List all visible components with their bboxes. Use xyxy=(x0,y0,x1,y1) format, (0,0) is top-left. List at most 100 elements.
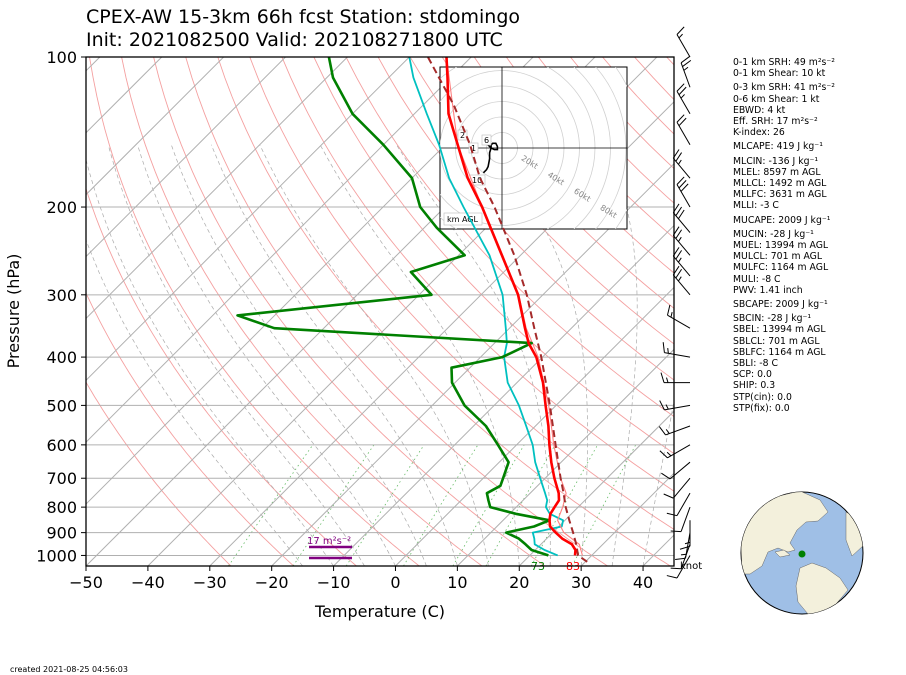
hodograph-height-box xyxy=(457,129,468,141)
dry-adiabat xyxy=(121,57,483,566)
x-tick-label: −40 xyxy=(131,573,165,592)
hodograph-height-label: 6 xyxy=(484,136,489,145)
isotherm xyxy=(518,410,674,566)
mixing-ratio-line xyxy=(571,444,637,566)
index-line: MLEL: 8597 m AGL xyxy=(733,166,821,178)
dry-adiabat xyxy=(473,57,674,274)
y-tick-label: 500 xyxy=(46,396,77,415)
y-tick-label: 400 xyxy=(46,348,77,367)
index-line: SBCAPE: 2009 J kg⁻¹ xyxy=(733,299,828,311)
dry-adiabat xyxy=(377,57,674,381)
y-tick-label: 300 xyxy=(46,286,77,305)
hodograph-height-label: 2 xyxy=(460,131,465,140)
dry-adiabat xyxy=(185,57,608,566)
y-tick-label: 900 xyxy=(46,524,77,543)
isotherm xyxy=(86,57,348,320)
mixing-ratio-line xyxy=(403,444,479,566)
station-locator-globe xyxy=(740,491,864,615)
dry-adiabat xyxy=(153,57,545,566)
wind-barb xyxy=(679,520,691,550)
x-tick-label: 40 xyxy=(633,573,653,592)
wind-barb xyxy=(666,555,691,579)
wind-barb xyxy=(676,176,691,208)
x-tick-label: −20 xyxy=(255,573,289,592)
index-line: MLCAPE: 419 J kg⁻¹ xyxy=(733,141,823,153)
isotherm xyxy=(86,57,224,196)
index-line: SBCIN: -28 J kg⁻¹ xyxy=(733,313,812,325)
moist-adiabat xyxy=(107,144,365,566)
parcel-profile xyxy=(427,57,588,563)
wind-barb xyxy=(660,372,690,384)
index-line: MUCIN: -28 J kg⁻¹ xyxy=(733,228,814,240)
dry-adiabat xyxy=(281,57,674,492)
hodograph-height-box xyxy=(481,134,492,146)
chart-title-line2: Init: 2021082500 Valid: 202108271800 UTC xyxy=(86,29,503,51)
mixing-ratio-line xyxy=(452,444,525,566)
index-line: MLLCL: 1492 m AGL xyxy=(733,178,827,190)
x-tick-label: −10 xyxy=(317,573,351,592)
x-tick-label: −50 xyxy=(69,573,103,592)
wind-barb xyxy=(676,83,691,115)
index-line: SBEL: 13994 m AGL xyxy=(733,324,826,336)
dewpoint-profile xyxy=(236,57,551,557)
chart-title-line1: CPEX-AW 15-3km 66h fcst Station: stdomin… xyxy=(86,6,520,28)
isotherm xyxy=(86,57,410,382)
globe-land xyxy=(741,492,863,614)
wind-barb xyxy=(663,477,691,499)
index-line: EBWD: 4 kt xyxy=(733,104,786,116)
hodograph-height-box xyxy=(468,142,479,154)
wind-barb xyxy=(672,265,691,296)
dry-adiabat xyxy=(441,57,674,309)
index-line: 0-1 km SRH: 49 m²s⁻² xyxy=(733,57,836,68)
y-tick-label: 200 xyxy=(46,198,77,217)
dry-adiabat xyxy=(409,57,674,345)
hodograph-height-label: 1 xyxy=(471,144,476,153)
x-axis-label: Temperature (C) xyxy=(314,602,445,621)
index-line: 0-6 km Shear: 1 kt xyxy=(733,93,820,105)
index-line: MLCIN: -136 J kg⁻¹ xyxy=(733,155,819,167)
isotherm xyxy=(86,57,163,134)
wind-barb xyxy=(672,226,691,256)
barb-unit-label: knot xyxy=(680,561,702,572)
index-line: SBLI: -8 C xyxy=(733,358,779,370)
srh-annotation: 17 m²s⁻² xyxy=(307,536,351,547)
x-tick-label: 30 xyxy=(571,573,591,592)
isotherm xyxy=(86,57,472,443)
mixing-ratio-line xyxy=(292,444,375,566)
wind-barb xyxy=(666,492,691,517)
dry-adiabat xyxy=(86,187,357,566)
station-marker xyxy=(798,550,806,558)
index-line: Eff. SRH: 17 m²s⁻² xyxy=(733,116,818,128)
index-line: 0-3 km SRH: 41 m²s⁻² xyxy=(733,82,836,94)
profiles xyxy=(236,57,588,563)
isotherm xyxy=(271,162,674,566)
wind-barb xyxy=(676,26,691,58)
hodograph-height-label: 10 xyxy=(472,176,482,185)
wind-barb xyxy=(670,544,691,570)
wind-barb xyxy=(659,444,691,459)
wind-barb xyxy=(662,342,691,358)
x-tick-label: 10 xyxy=(447,573,467,592)
index-line: 0-1 km Shear: 10 kt xyxy=(733,68,826,80)
index-line: MULI: -8 C xyxy=(733,273,781,285)
x-tick-label: −30 xyxy=(193,573,227,592)
index-line: MLLI: -3 C xyxy=(733,200,779,212)
indices-panel: 0-1 km SRH: 49 m²s⁻² 0-1 km Shear: 10 kt 0… xyxy=(733,57,903,414)
y-tick-label: 700 xyxy=(46,469,77,488)
isotherm xyxy=(209,101,674,566)
wind-barb xyxy=(658,425,691,436)
temperature-profile xyxy=(445,57,577,556)
index-line: MUEL: 13994 m AGL xyxy=(733,240,829,252)
dry-adiabat xyxy=(249,57,674,530)
wind-barb xyxy=(672,149,691,179)
x-tick-label: 20 xyxy=(509,573,529,592)
wind-barb xyxy=(680,56,692,88)
wind-barb xyxy=(661,461,691,480)
y-tick-label: 1000 xyxy=(36,546,77,565)
isotherm xyxy=(86,57,286,258)
x-tick-label: 0 xyxy=(390,573,400,592)
index-line: PWV: 1.41 inch xyxy=(733,284,803,296)
isotherm xyxy=(395,286,674,566)
wind-barb xyxy=(676,114,691,146)
